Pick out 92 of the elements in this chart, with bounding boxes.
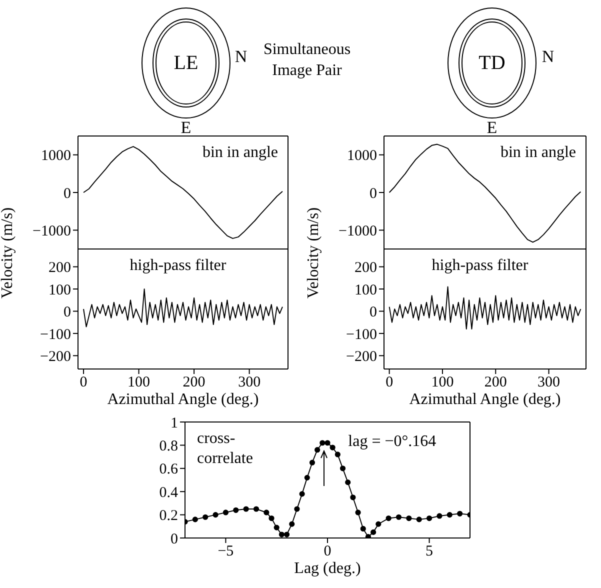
x-tick-label: 300: [538, 374, 560, 391]
point: [324, 440, 330, 446]
point: [289, 521, 295, 527]
point: [386, 515, 392, 522]
point: [457, 510, 463, 516]
line-series: [388, 286, 582, 330]
x-tick-label: 100: [128, 374, 150, 391]
y-tick-label: −100: [346, 326, 377, 343]
point: [243, 506, 249, 512]
point: [233, 507, 239, 513]
point: [436, 513, 442, 519]
point: [360, 526, 366, 532]
point: [355, 510, 361, 516]
point: [340, 466, 346, 472]
point: [350, 494, 356, 500]
annotation: lag = −0°.164: [348, 432, 436, 451]
annotation: high-pass filter: [430, 256, 530, 276]
line-series: [83, 288, 283, 328]
y-axis-title: Velocity (m/s): [0, 206, 17, 301]
point: [396, 514, 402, 520]
x-tick-label: −5: [218, 544, 234, 560]
y-tick-label: −200: [40, 348, 71, 365]
x-tick-label: 200: [182, 374, 206, 391]
point: [253, 506, 260, 512]
x-tick-label: 0: [324, 544, 332, 560]
annotation: bin in angle: [499, 143, 576, 163]
point: [334, 452, 340, 458]
point: [222, 510, 229, 516]
y-tick-label: 0.8: [159, 438, 178, 455]
point: [284, 532, 290, 538]
annotation: E: [486, 118, 498, 138]
point: [202, 514, 208, 520]
x-tick-label: 0: [386, 374, 394, 391]
annotation: high-pass filter: [128, 256, 228, 276]
text: LE: [172, 51, 200, 75]
text: N: [234, 46, 248, 68]
y-tick-label: 0: [64, 304, 71, 321]
y-tick-label: 1: [170, 415, 178, 432]
y-tick-label: 0.4: [159, 484, 178, 501]
y-tick-label: 0: [170, 531, 178, 548]
point: [406, 515, 412, 522]
x-tick-label: 5: [426, 544, 434, 560]
x-tick-label: 200: [484, 374, 507, 391]
point: [309, 460, 316, 466]
point: [320, 440, 326, 446]
y-tick-label: 0: [370, 186, 377, 202]
text: Simultaneous Image Pair: [262, 40, 352, 81]
x-axis-title: Lag (deg.): [293, 560, 362, 578]
annotation: cross- correlate: [197, 429, 254, 469]
point: [330, 444, 336, 450]
y-tick-label: 0.2: [159, 508, 178, 524]
x-tick-label: 0: [80, 374, 88, 391]
text: TD: [478, 51, 506, 75]
y-axis-title: Velocity (m/s): [304, 206, 323, 301]
y-tick-label: −1000: [32, 223, 71, 240]
y-tick-label: 1000: [347, 148, 377, 164]
y-tick-label: 0: [64, 186, 71, 202]
point: [268, 515, 274, 522]
line-series: [388, 144, 582, 243]
y-tick-label: 0.6: [159, 462, 178, 478]
x-axis-title: Azimuthal Angle (deg.): [106, 391, 260, 409]
point: [370, 529, 376, 535]
point: [192, 516, 198, 522]
point: [416, 516, 422, 522]
text: N: [540, 46, 556, 68]
point: [278, 532, 284, 538]
y-tick-label: 200: [354, 260, 377, 276]
point: [294, 506, 300, 512]
y-tick-label: 0: [370, 304, 377, 321]
x-tick-label: 100: [431, 374, 454, 391]
y-tick-label: 200: [48, 260, 71, 276]
point: [426, 515, 432, 522]
y-tick-label: 100: [354, 282, 377, 298]
point: [212, 512, 218, 518]
y-tick-label: −100: [40, 326, 71, 343]
point: [314, 447, 320, 453]
annotation: E: [180, 118, 192, 138]
y-tick-label: −1000: [338, 223, 377, 240]
point: [304, 474, 310, 480]
annotation: bin in angle: [201, 143, 278, 163]
line-series: [83, 146, 283, 239]
x-tick-label: 300: [238, 374, 261, 391]
x-axis-title: Azimuthal Angle (deg.): [408, 391, 562, 409]
y-tick-label: 100: [48, 282, 71, 298]
point: [446, 512, 452, 518]
y-tick-label: 1000: [41, 148, 71, 164]
y-tick-label: −200: [346, 348, 377, 365]
point: [274, 524, 280, 530]
point: [376, 521, 382, 527]
point: [299, 491, 305, 497]
point: [264, 510, 270, 516]
point: [345, 480, 351, 486]
